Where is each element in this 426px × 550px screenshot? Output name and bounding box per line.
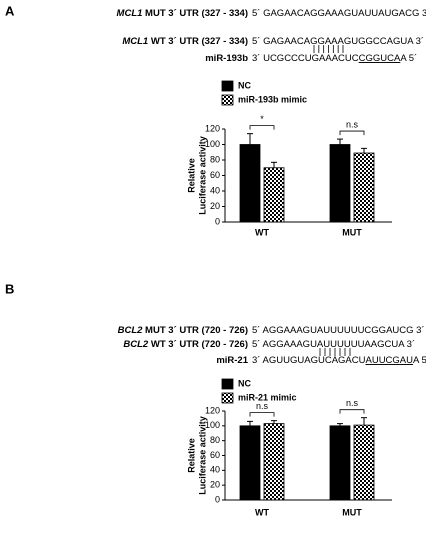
bar — [329, 425, 351, 501]
y-axis-label: Relative — [186, 158, 196, 193]
sequence-part: AUUCGAU — [366, 355, 414, 366]
significance-label: * — [260, 114, 264, 124]
x-tick-label: WT — [255, 227, 269, 237]
y-tick-label: 60 — [210, 450, 220, 460]
sequence-label: miR-193b — [205, 53, 248, 64]
sequence-label-text: WT 3´ UTR (327 - 334) — [148, 36, 248, 47]
significance-bracket — [249, 412, 275, 417]
x-tick-label: WT — [255, 507, 269, 517]
gene-name: BCL2 — [123, 339, 149, 350]
sequence-label-text: WT 3´ UTR (720 - 726) — [148, 339, 248, 350]
legend-swatch — [221, 392, 234, 404]
y-axis-label: Relative — [186, 438, 196, 473]
legend-swatch — [221, 94, 234, 106]
bar — [353, 424, 375, 501]
bar — [263, 167, 285, 223]
sequence: 5´ AGGAAAGUAUUUUUUCGGAUCG 3´ — [252, 325, 425, 336]
legend-label: NC — [238, 80, 251, 90]
y-tick-label: 40 — [210, 185, 220, 195]
bar — [239, 144, 261, 223]
y-tick-label: 80 — [210, 154, 220, 164]
legend-swatch — [221, 378, 234, 390]
sequence-label-text: MUT 3´ UTR (720 - 726) — [142, 325, 248, 336]
significance-label: n.s — [346, 119, 359, 129]
significance-bracket — [249, 125, 275, 130]
y-tick-label: 0 — [215, 216, 220, 226]
y-tick-label: 120 — [205, 123, 220, 133]
sequence-label-text: MUT 3´ UTR (327 - 334) — [142, 8, 248, 19]
bar — [263, 423, 285, 501]
sequence-part: 5´ AGGAAAGUAUUUUUUAAGCUA 3´ — [252, 339, 415, 350]
sequence-part: A 5´ — [400, 53, 417, 64]
sequence-part: 5´ AGGAAAGUAUUUUUUCGGAUCG 3´ — [252, 325, 425, 336]
sequence-label: BCL2 MUT 3´ UTR (720 - 726) — [118, 325, 248, 336]
y-axis-label: Luciferase activity — [197, 416, 207, 495]
y-tick-label: 20 — [210, 201, 220, 211]
gene-name: MCL1 — [117, 8, 143, 19]
sequence: 3´ UCGCCCUGAAACUCCGGUCAA 5´ — [252, 53, 417, 64]
sequence-label-text: miR-21 — [216, 355, 248, 366]
sequence-part: 5´ GAGAACAGGAAAGUGGCCAGUA 3´ — [252, 36, 424, 47]
sequence-label: miR-21 — [216, 355, 248, 366]
significance-bracket — [339, 130, 365, 136]
sequence-label: MCL1 MUT 3´ UTR (327 - 334) — [117, 8, 248, 19]
significance-label: n.s — [346, 398, 359, 408]
legend-label: miR-21 mimic — [238, 392, 297, 402]
x-tick-label: MUT — [342, 227, 362, 237]
bar — [329, 144, 351, 223]
sequence: 5´ GAGAACAGGAAAGUAUUAUGACG 3´ — [252, 8, 426, 19]
sequence-label: MCL1 WT 3´ UTR (327 - 334) — [122, 36, 248, 47]
legend-label: NC — [238, 378, 251, 388]
legend-swatch — [221, 80, 234, 92]
sequence-part: 3´ UCGCCCUGAAACUC — [252, 53, 359, 64]
y-tick-label: 60 — [210, 170, 220, 180]
y-axis-label: Luciferase activity — [197, 136, 207, 215]
gene-name: BCL2 — [118, 325, 144, 336]
gene-name: MCL1 — [122, 36, 148, 47]
x-tick-label: MUT — [342, 507, 362, 517]
sequence-part: 5´ GAGAACAGGAAAGUAUUAUGACG 3´ — [252, 8, 426, 19]
bar — [239, 425, 261, 501]
y-tick-label: 100 — [205, 139, 220, 149]
significance-label: n.s — [256, 401, 269, 411]
sequence: 3´ AGUUGUAGUCAGACUAUUCGAUA 5´ — [252, 355, 426, 366]
sequence-part: 3´ AGUUGUAGUCAGACU — [252, 355, 366, 366]
bar — [353, 152, 375, 223]
sequence-part: A 5´ — [413, 355, 426, 366]
panel-label: B — [5, 281, 14, 296]
y-tick-label: 20 — [210, 480, 220, 490]
y-tick-label: 100 — [205, 420, 220, 430]
sequence-label: BCL2 WT 3´ UTR (720 - 726) — [123, 339, 248, 350]
sequence: 5´ GAGAACAGGAAAGUGGCCAGUA 3´ — [252, 36, 424, 47]
y-tick-label: 0 — [215, 494, 220, 504]
significance-bracket — [339, 409, 365, 414]
y-tick-label: 40 — [210, 465, 220, 475]
legend-label: miR-193b mimic — [238, 94, 307, 104]
sequence: 5´ AGGAAAGUAUUUUUUAAGCUA 3´ — [252, 339, 415, 350]
sequence-label-text: miR-193b — [205, 53, 248, 64]
panel-label: A — [5, 3, 15, 18]
y-tick-label: 80 — [210, 435, 220, 445]
sequence-part: CGGUCA — [359, 53, 401, 64]
y-tick-label: 120 — [205, 405, 220, 415]
